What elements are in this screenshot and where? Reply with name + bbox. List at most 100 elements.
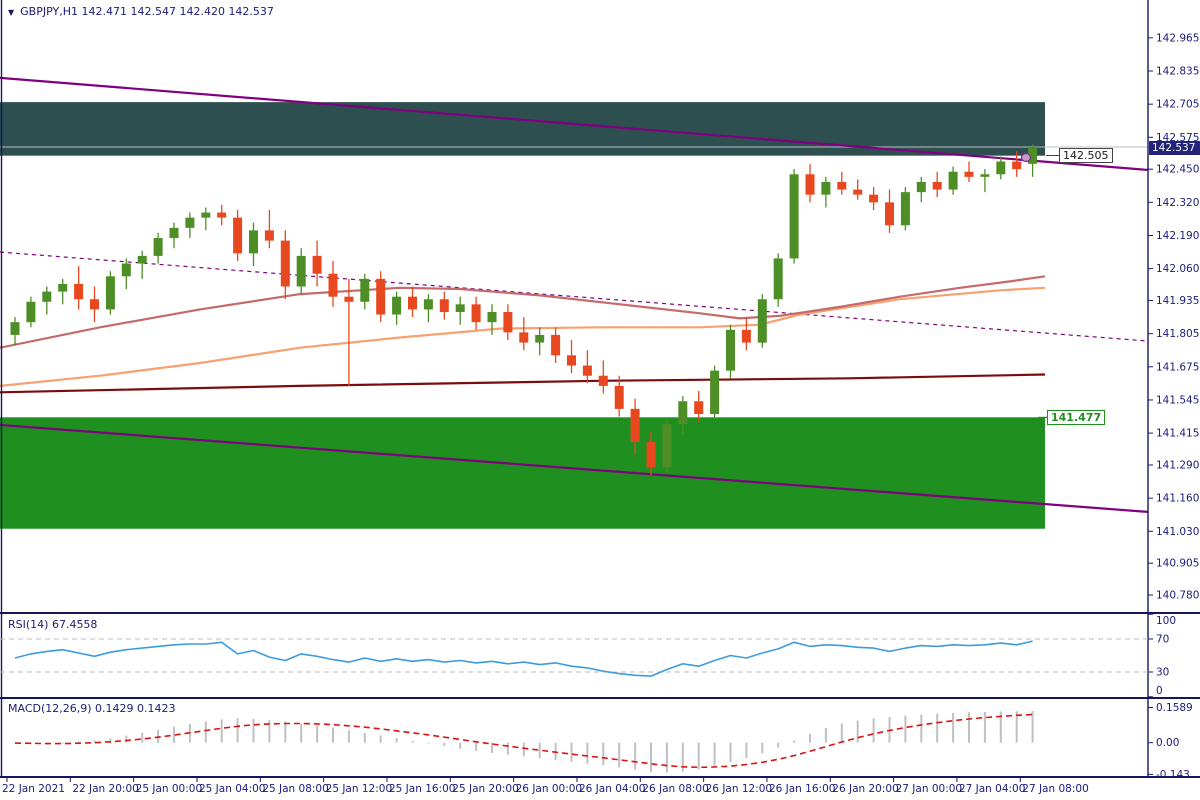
candle-body <box>662 424 672 468</box>
candle-body <box>423 299 433 310</box>
price-axis-label: 141.675 <box>1156 361 1199 373</box>
price-axis-label: 141.290 <box>1156 459 1199 471</box>
candle-body <box>614 385 624 409</box>
candle-body <box>710 370 720 414</box>
time-axis-label: 22 Jan 20:00 <box>72 783 138 795</box>
candle-body <box>773 258 783 300</box>
candle-body <box>932 181 942 190</box>
candle-body <box>980 174 990 177</box>
candle-body <box>280 240 290 287</box>
candle-body <box>42 291 52 302</box>
price-axis-label: 140.780 <box>1156 590 1199 602</box>
candle-body <box>916 181 926 193</box>
candle-body <box>519 332 529 343</box>
ma-slow-line <box>0 373 1046 394</box>
candle-body <box>455 304 465 312</box>
price-axis-label: 141.160 <box>1156 493 1199 505</box>
candle-body <box>789 174 799 259</box>
candle-body <box>837 181 847 190</box>
candle-body <box>153 238 163 256</box>
price-axis-label: 142.450 <box>1156 164 1199 176</box>
time-axis-label: 26 Jan 16:00 <box>769 783 835 795</box>
price-axis-label: 141.415 <box>1156 428 1199 440</box>
time-axis-label: 26 Jan 20:00 <box>832 783 898 795</box>
candle-body <box>821 181 831 195</box>
channel-lower-trendline[interactable] <box>0 423 1149 514</box>
candle-body <box>487 311 497 323</box>
candle-body <box>312 255 322 274</box>
candle-body <box>249 230 258 254</box>
candle-body <box>535 334 545 343</box>
candle-body <box>630 408 640 443</box>
candle-body <box>328 273 338 297</box>
candle-body <box>694 401 704 414</box>
trendline-price-tag[interactable]: 142.505 <box>1059 148 1113 163</box>
chart-title: ▼ GBPJPY,H1 142.471 142.547 142.420 142.5… <box>8 5 274 18</box>
channel-upper-trendline[interactable] <box>0 76 1149 172</box>
price-axis-label: 142.705 <box>1156 99 1199 111</box>
candle-body <box>360 278 370 302</box>
candle-body <box>900 192 910 226</box>
price-axis-label: 142.965 <box>1156 32 1199 44</box>
candle-body <box>26 301 36 323</box>
candle-body <box>74 283 84 300</box>
candle-body <box>344 296 354 302</box>
rsi-axis-label: 70 <box>1156 634 1169 646</box>
price-axis-label: 141.935 <box>1156 295 1199 307</box>
candle-body <box>551 334 561 356</box>
price-axis-label: 141.545 <box>1156 394 1199 406</box>
price-axis-label: 142.835 <box>1156 66 1199 78</box>
rsi-axis-label: 30 <box>1156 667 1169 679</box>
ma-fast-line <box>0 275 1046 349</box>
candle-body <box>10 322 20 335</box>
candle-body <box>726 329 735 371</box>
time-axis-label: 25 Jan 16:00 <box>389 783 455 795</box>
chart-object-marker-icon[interactable] <box>1020 152 1032 163</box>
candle-body <box>598 375 608 386</box>
supply-zone[interactable] <box>0 102 1045 156</box>
time-axis-label: 26 Jan 04:00 <box>579 783 645 795</box>
candle-body <box>408 296 417 310</box>
time-axis-label: 25 Jan 00:00 <box>136 783 202 795</box>
time-axis-label: 25 Jan 08:00 <box>262 783 328 795</box>
candle-body <box>1028 147 1038 164</box>
rsi-axis-label: 0 <box>1156 685 1163 697</box>
candle-body <box>105 276 115 310</box>
candle-body <box>233 217 243 254</box>
candle-body <box>137 255 147 264</box>
rsi-indicator-label: RSI(14) 67.4558 <box>8 618 98 631</box>
symbol-label: GBPJPY,H1 <box>20 5 78 18</box>
symbol-dropdown-icon[interactable]: ▼ <box>8 8 15 17</box>
ohlc-values: 142.471 142.547 142.420 142.537 <box>81 5 274 18</box>
candle-body <box>996 161 1006 175</box>
candle-body <box>567 355 576 366</box>
candle-body <box>964 171 974 177</box>
price-axis-label: 142.575 <box>1156 132 1199 144</box>
candle-body <box>869 194 879 203</box>
candle-body <box>757 299 767 343</box>
candle-body <box>503 311 513 333</box>
candle-body <box>439 299 449 312</box>
candle-body <box>296 255 306 287</box>
time-axis-label: 25 Jan 20:00 <box>452 783 518 795</box>
candle-body <box>646 442 656 468</box>
price-axis-label: 142.190 <box>1156 230 1199 242</box>
candle-body <box>201 212 211 218</box>
time-axis-label: 26 Jan 12:00 <box>706 783 772 795</box>
macd-signal-line <box>14 713 1033 769</box>
macd-axis-label: 0.00 <box>1156 737 1179 749</box>
demand-zone-price-tag[interactable]: 141.477 <box>1047 410 1106 425</box>
time-axis-label: 26 Jan 08:00 <box>642 783 708 795</box>
time-axis-label: 25 Jan 12:00 <box>326 783 392 795</box>
price-axis-label: 142.060 <box>1156 263 1199 275</box>
demand-zone[interactable] <box>0 417 1045 529</box>
macd-axis-label: -0.143 <box>1156 769 1190 781</box>
ma-mid-line <box>0 286 1046 387</box>
candle-body <box>885 202 894 226</box>
macd-indicator-label: MACD(12,26,9) 0.1429 0.1423 <box>8 702 176 715</box>
price-axis-label: 140.905 <box>1156 558 1199 570</box>
time-axis-label: 22 Jan 2021 <box>2 783 65 795</box>
candle-body <box>121 263 131 277</box>
